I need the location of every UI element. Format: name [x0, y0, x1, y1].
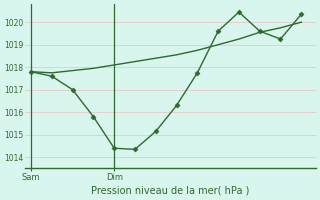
X-axis label: Pression niveau de la mer( hPa ): Pression niveau de la mer( hPa ): [91, 186, 250, 196]
